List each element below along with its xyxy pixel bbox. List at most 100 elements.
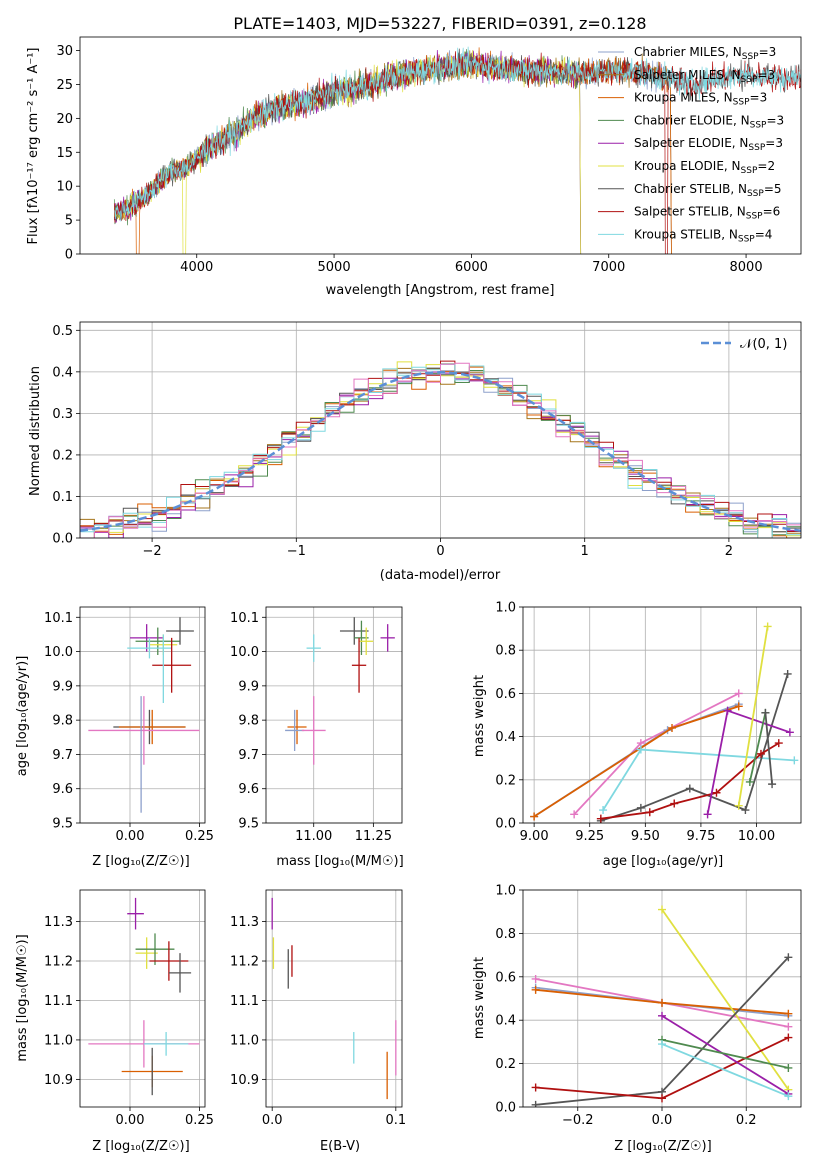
z-age-xlabel: Z [log₁₀(Z/Z☉)] [92, 854, 189, 869]
x-tick-label: 0.0 [262, 1113, 283, 1128]
legend-entry-4: Chabrier ELODIE, NSSP=3 [634, 113, 784, 130]
z-weight-xlabel: Z [log₁₀(Z/Z☉)] [614, 1139, 711, 1154]
weight-marker [763, 622, 772, 631]
mass-age-xlabel: mass [log₁₀(M/M☉)] [276, 854, 403, 869]
y-tick-label: 9.5 [238, 817, 259, 832]
x-tick-label: 11.00 [295, 829, 332, 844]
age-weight-xlabel: age [log₁₀(age/yr)] [603, 854, 724, 869]
y-tick-label: 0.2 [495, 773, 516, 788]
y-tick-label: 30 [56, 44, 73, 59]
weight-marker [784, 1092, 793, 1101]
plot-frame [79, 36, 802, 255]
weight-marker [531, 985, 540, 994]
x-tick-label: 0.25 [185, 829, 214, 844]
y-tick-label: 5 [65, 214, 73, 229]
y-tick-label: 11.0 [230, 1033, 259, 1048]
weight-marker [774, 739, 783, 748]
spectrum-line-8 [113, 51, 801, 254]
legend-entry-8: Salpeter STELIB, NSSP=6 [634, 205, 780, 222]
residual-xlabel: (data-model)/error [380, 568, 501, 583]
weight-marker [531, 1083, 540, 1092]
y-tick-label: 0.2 [52, 448, 73, 463]
legend-value: =2 [757, 159, 775, 173]
y-tick-label: 10.0 [44, 645, 73, 660]
weight-line-8 [661, 1038, 789, 1069]
plot-area [271, 897, 397, 1100]
y-tick-label: 9.8 [52, 714, 73, 729]
legend-entry-9: Kroupa STELIB, NSSP=4 [634, 227, 772, 244]
x-tick-label: −1 [287, 544, 306, 559]
z-mass-ylabel: mass [log₁₀(M/M☉)] [15, 934, 30, 1061]
legend-entry-6: Kroupa ELODIE, NSSP=2 [634, 159, 775, 176]
spectrum-xlabel: wavelength [Angstrom, rest frame] [326, 283, 555, 298]
legend-subscript: SSP [742, 52, 759, 62]
plot-area [80, 360, 801, 538]
legend-value: =3 [759, 45, 777, 59]
weight-marker [596, 814, 605, 823]
x-tick-label: 2 [725, 544, 733, 559]
x-tick-label: −0.2 [562, 1113, 594, 1128]
weight-marker [668, 723, 677, 732]
x-tick-label: 0.1 [385, 1113, 406, 1128]
weight-line-4 [661, 908, 790, 1091]
plot-frame [79, 889, 206, 1108]
weight-marker [658, 1040, 666, 1049]
weight-marker [531, 974, 540, 983]
x-tick-label: −2 [143, 544, 162, 559]
y-tick-label: 0 [65, 248, 73, 263]
weight-marker [761, 708, 770, 717]
x-tick-label: 9.25 [575, 829, 604, 844]
weight-marker [530, 812, 539, 821]
y-tick-label: 10 [56, 180, 73, 195]
x-tick-label: 4000 [180, 260, 213, 275]
y-tick-label: 0.8 [495, 644, 516, 659]
plot-frame [522, 889, 802, 1108]
y-tick-label: 25 [56, 78, 73, 93]
plot-area [285, 617, 395, 765]
weight-marker [636, 803, 645, 812]
weight-line-8 [737, 626, 769, 806]
y-tick-label: 11.2 [44, 955, 73, 970]
legend-subscript: SSP [741, 75, 758, 85]
y-tick-label: 9.6 [52, 782, 73, 797]
y-tick-label: 0.6 [495, 687, 516, 702]
y-tick-label: 11.0 [44, 1033, 73, 1048]
y-tick-label: 15 [56, 146, 73, 161]
z-age-ylabel: age [log₁₀(age/yr)] [15, 656, 30, 777]
x-tick-label: 5000 [318, 260, 351, 275]
weight-marker [703, 810, 712, 819]
z-weight-ylabel: mass weight [472, 957, 487, 1039]
y-tick-label: 11.3 [44, 915, 73, 930]
weight-marker [531, 1100, 540, 1107]
weight-marker [768, 780, 777, 789]
spectrum-line-9 [114, 46, 801, 222]
y-tick-label: 10.0 [230, 645, 259, 660]
legend-value: =3 [757, 68, 775, 82]
x-tick-label: 10.00 [738, 829, 775, 844]
plot-frame [265, 606, 403, 824]
legend-subscript: SSP [738, 234, 755, 244]
weight-marker [712, 788, 721, 797]
weight-marker [784, 953, 793, 962]
x-tick-label: 7000 [592, 260, 625, 275]
y-tick-label: 9.8 [238, 714, 259, 729]
legend-subscript: SSP [746, 212, 763, 222]
legend-subscript: SSP [741, 166, 758, 176]
x-tick-label: 11.25 [355, 829, 392, 844]
plot-area [113, 46, 801, 254]
legend-value: =6 [763, 205, 781, 219]
y-tick-label: 0.1 [52, 490, 73, 505]
x-tick-label: 0.00 [116, 829, 145, 844]
x-tick-label: 1 [581, 544, 589, 559]
x-tick-label: 9.75 [686, 829, 715, 844]
legend-value: =3 [765, 136, 783, 150]
weight-marker [734, 689, 743, 698]
y-tick-label: 11.1 [230, 994, 259, 1009]
weight-marker [670, 799, 679, 808]
y-tick-label: 0.3 [52, 407, 73, 422]
y-tick-label: 0.4 [495, 730, 516, 745]
z-mass-xlabel: Z [log₁₀(Z/Z☉)] [92, 1139, 189, 1154]
y-tick-label: 9.9 [238, 679, 259, 694]
y-tick-label: 11.3 [230, 915, 259, 930]
